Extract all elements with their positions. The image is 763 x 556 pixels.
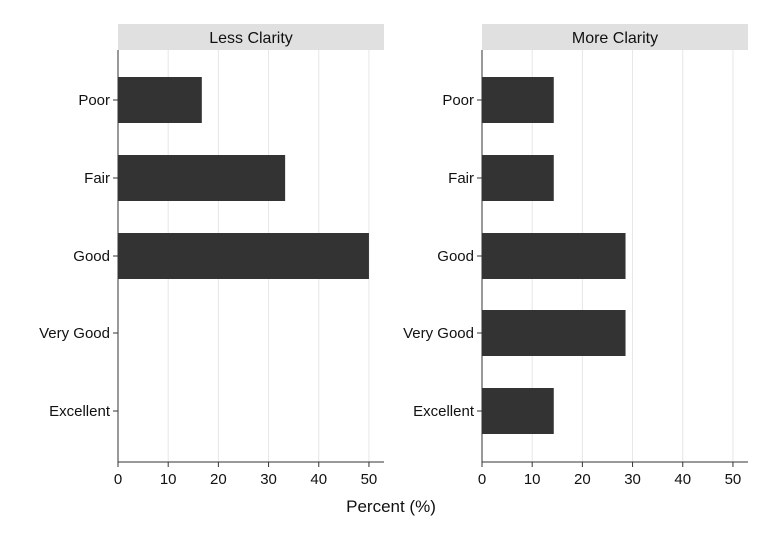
y-tick-label: Good [73, 248, 110, 265]
bar-fair [482, 155, 554, 201]
x-axis-title: Percent (%) [346, 497, 436, 516]
x-tick-label: 30 [260, 471, 277, 488]
panel-more-clarity: More Clarity Poor Fair Good Very Good Excelle… [403, 24, 748, 488]
bar-good [482, 233, 626, 279]
bar-good [118, 233, 369, 279]
chart-panels: Less Clarity Poor Fair Good Very Good Excelle… [39, 24, 748, 488]
x-tick-label: 50 [725, 471, 742, 488]
bar-excellent [482, 388, 554, 434]
x-tick-label: 20 [574, 471, 591, 488]
x-tick-label: 10 [160, 471, 177, 488]
y-tick-label: Very Good [403, 325, 474, 342]
x-tick-label: 0 [114, 471, 122, 488]
bar-fair [118, 155, 286, 201]
x-tick-label: 30 [624, 471, 641, 488]
y-tick-label: Excellent [49, 403, 111, 420]
panel-strip [482, 24, 748, 50]
panel-strip [118, 24, 384, 50]
bar-poor [482, 77, 554, 123]
y-tick-label: Very Good [39, 325, 110, 342]
x-tick-label: 20 [210, 471, 227, 488]
panel-title: Less Clarity [209, 30, 293, 47]
panel-less-clarity: Less Clarity Poor Fair Good Very Good Excelle… [39, 24, 384, 488]
x-tick-label: 50 [361, 471, 378, 488]
y-tick-label: Fair [84, 170, 110, 187]
x-tick-label: 10 [524, 471, 541, 488]
x-tick-label: 40 [674, 471, 691, 488]
y-tick-label: Poor [78, 92, 110, 109]
y-tick-label: Fair [448, 170, 474, 187]
bar-poor [118, 77, 202, 123]
y-tick-label: Good [437, 248, 474, 265]
panel-title: More Clarity [572, 30, 658, 47]
x-tick-label: 0 [478, 471, 486, 488]
bar-very-good [482, 310, 626, 356]
y-tick-label: Poor [442, 92, 474, 109]
x-tick-label: 40 [310, 471, 327, 488]
y-tick-label: Excellent [413, 403, 475, 420]
